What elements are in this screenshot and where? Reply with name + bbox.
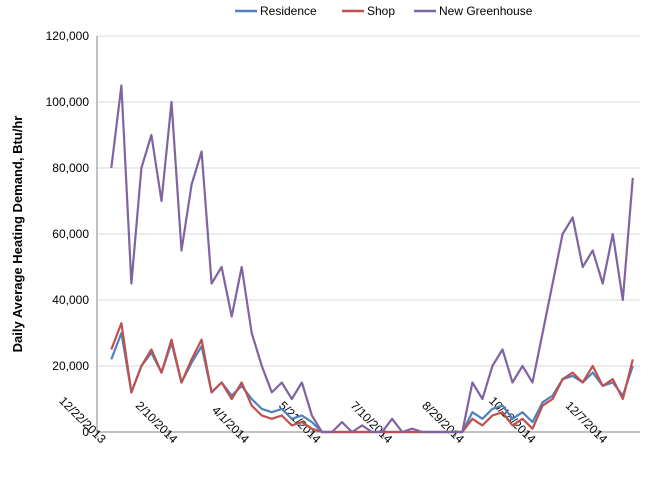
y-tick-label: 0 xyxy=(82,425,89,439)
x-tick-label: 2/10/2014 xyxy=(133,398,181,446)
x-tick-label: 12/7/2014 xyxy=(563,398,611,446)
legend-label: Shop xyxy=(367,4,395,18)
y-tick-label: 120,000 xyxy=(46,29,90,43)
x-tick-label: 4/1/2014 xyxy=(209,403,252,446)
x-tick-label: 8/29/2014 xyxy=(419,398,467,446)
y-tick-label: 40,000 xyxy=(52,293,89,307)
y-tick-label: 60,000 xyxy=(52,227,89,241)
y-tick-label: 100,000 xyxy=(46,95,90,109)
y-tick-label: 80,000 xyxy=(52,161,89,175)
legend-label: Residence xyxy=(260,4,317,18)
y-tick-label: 20,000 xyxy=(52,359,89,373)
series-line xyxy=(110,84,634,434)
legend-label: New Greenhouse xyxy=(439,4,533,18)
y-axis-label: Daily Average Heating Demand, Btu/hr xyxy=(10,116,25,353)
